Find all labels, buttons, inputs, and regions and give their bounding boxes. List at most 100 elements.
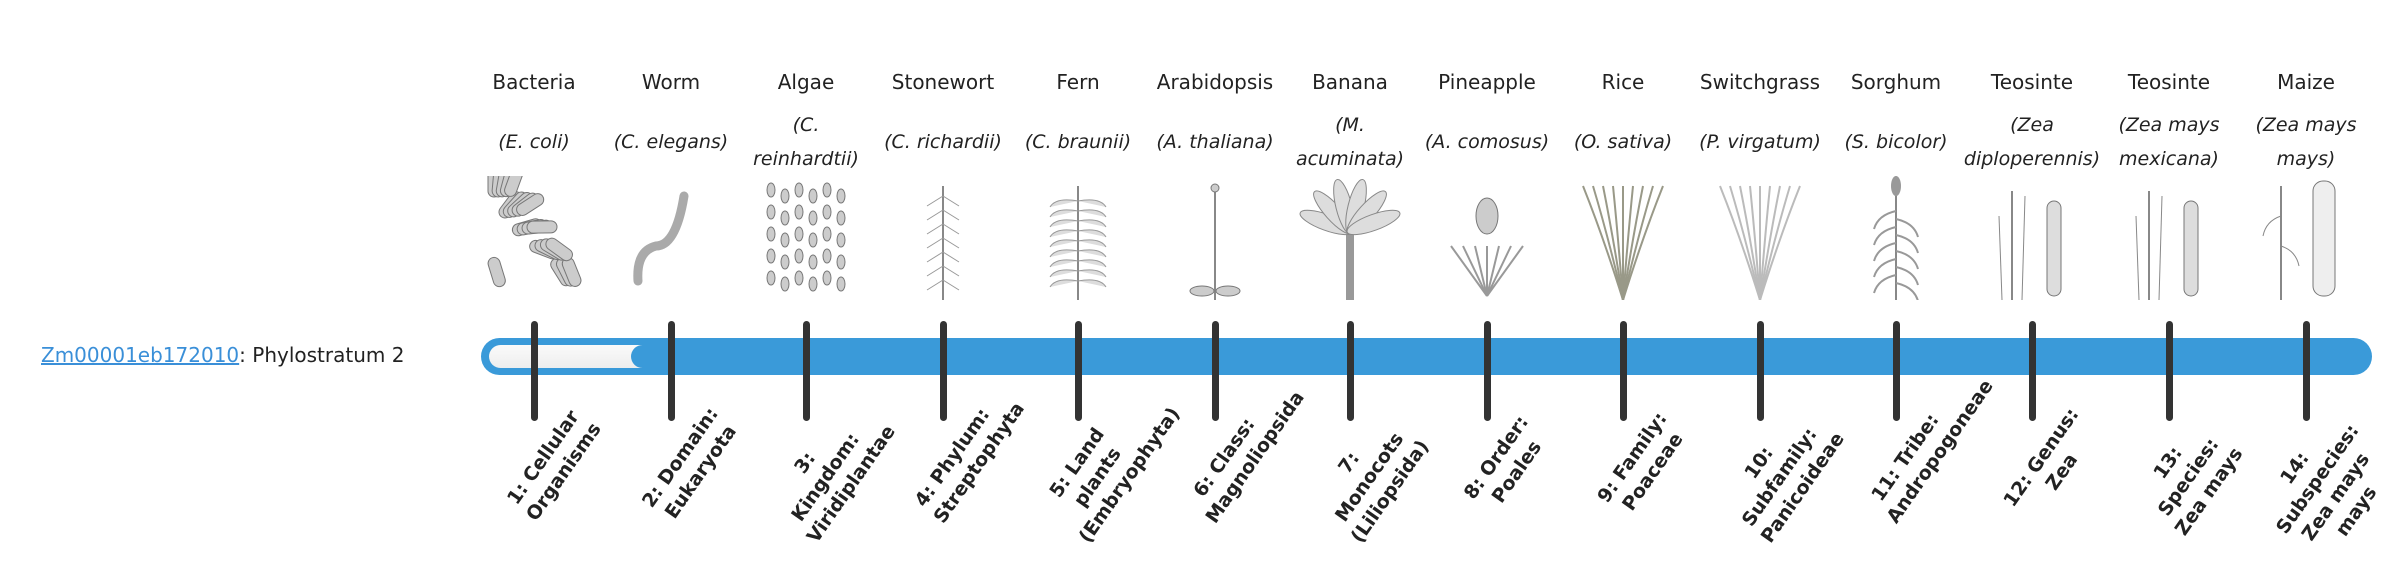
bacteria-icon	[479, 166, 589, 300]
stratum-tick	[1212, 321, 1219, 421]
species-text: (A. thaliana)	[1156, 131, 1274, 153]
organism-species-name: (C. braunii)	[1012, 102, 1144, 182]
pineapple-icon	[1432, 176, 1542, 300]
stratum-level-label: 4: Phylum: Streptophyta	[910, 398, 1029, 528]
species-text: (M. acuminata)	[1295, 114, 1405, 170]
gene-row-label: Zm00001eb172010: Phylostratum 2	[41, 340, 404, 370]
teosinte-icon	[2114, 176, 2224, 301]
organism-species-name: (A. thaliana)	[1149, 102, 1281, 182]
separator: :	[239, 343, 253, 367]
stratum-level-label: 1: Cellular Organisms	[502, 406, 606, 526]
phylostratum-bar-empty-segment	[489, 345, 647, 368]
organism-species-name: (C. elegans)	[605, 102, 737, 182]
stratum-tick	[2166, 321, 2173, 421]
organism-species-name: (P. virgatum)	[1694, 102, 1826, 182]
sorghum-icon	[1841, 176, 1951, 302]
organism-common-name: Bacteria	[492, 70, 576, 94]
species-text: (O. sativa)	[1573, 131, 1673, 153]
stratum-tick	[1757, 321, 1764, 421]
organism-common-name: Rice	[1601, 70, 1645, 94]
organism-common-name: Pineapple	[1438, 70, 1536, 94]
teosinte-icon	[1977, 176, 2087, 301]
organism-common-name: Algae	[777, 70, 835, 94]
organism-species-name: (A. comosus)	[1421, 102, 1553, 182]
stratum-tick	[1347, 321, 1354, 421]
organism-species-name: (M. acuminata)	[1284, 102, 1416, 182]
arabidopsis-icon	[1160, 176, 1270, 300]
organism-common-name: Teosinte	[1990, 70, 2074, 94]
organism-species-name: (Zea mays mexicana)	[2103, 102, 2235, 182]
organism-column: Switchgrass (P. virgatum)	[1694, 62, 1826, 182]
stratum-tick	[940, 321, 947, 421]
species-text: (Zea mays mexicana)	[2118, 114, 2220, 170]
organism-column: Maize (Zea mays mays)	[2240, 62, 2372, 182]
algae-icon	[751, 176, 861, 300]
stratum-tick	[1620, 321, 1627, 421]
maize-icon	[2251, 176, 2361, 300]
stratum-level-label: 5: Land plants (Embryophyta)	[1045, 403, 1185, 548]
stratum-tick	[2303, 321, 2310, 421]
organism-common-name: Maize	[2277, 70, 2335, 94]
stratum-tick	[803, 321, 810, 421]
stratum-level-label: 6: Class: Magnoliopsida	[1189, 387, 1309, 528]
stratum-tick	[2029, 321, 2036, 421]
stratum-tick	[1484, 321, 1491, 421]
stratum-level-label: 10: Subfamily: Panicoideae	[1737, 423, 1849, 548]
species-text: (Zea mays mays)	[2255, 114, 2357, 170]
stratum-level-label: 12: Genus: Zea	[1999, 404, 2084, 512]
species-text: (C. richardii)	[884, 131, 1002, 153]
species-text: (P. virgatum)	[1699, 131, 1821, 153]
organism-species-name: (C. reinhardtii)	[740, 102, 872, 182]
stonewort-icon	[888, 176, 998, 300]
phylostratum-bar-fill-start	[631, 345, 661, 368]
organism-column: Teosinte (Zea diploperennis)	[1963, 62, 2101, 182]
organism-common-name: Fern	[1056, 70, 1100, 94]
phylostratum-label: Phylostratum 2	[252, 343, 405, 367]
species-text: (E. coli)	[498, 131, 570, 153]
organism-common-name: Arabidopsis	[1156, 70, 1274, 94]
organism-common-name: Worm	[641, 70, 701, 94]
stratum-level-label: 14: Subspecies: Zea mays mays	[2271, 420, 2382, 545]
stratum-level-label: 8: Order: Poales	[1459, 411, 1547, 508]
phylostratum-bar	[481, 338, 2372, 375]
organism-species-name: (E. coli)	[468, 102, 600, 182]
rice-icon	[1568, 176, 1678, 301]
organism-column: Arabidopsis (A. thaliana)	[1149, 62, 1281, 182]
organism-common-name: Stonewort	[891, 70, 995, 94]
organism-common-name: Teosinte	[2127, 70, 2211, 94]
species-text: (S. bicolor)	[1844, 131, 1948, 153]
stratum-level-label: 2: Domain: Eukaryota	[637, 403, 742, 523]
gene-id-link[interactable]: Zm00001eb172010	[41, 343, 240, 367]
organism-common-name: Sorghum	[1850, 70, 1942, 94]
organism-column: Pineapple (A. comosus)	[1421, 62, 1553, 182]
organism-common-name: Banana	[1312, 70, 1388, 94]
stratum-level-label: 3: Kingdom: Viridiplantae	[787, 421, 900, 548]
organism-column: Banana (M. acuminata)	[1284, 62, 1416, 182]
organism-column: Teosinte (Zea mays mexicana)	[2103, 62, 2235, 182]
species-text: (C. elegans)	[613, 131, 729, 153]
species-text: (A. comosus)	[1424, 131, 1550, 153]
stratum-level-label: 7: Monocots (Liliopsida)	[1330, 428, 1434, 547]
organism-species-name: (Zea diploperennis)	[1963, 102, 2101, 182]
organism-column: Sorghum (S. bicolor)	[1830, 62, 1962, 182]
organism-species-name: (O. sativa)	[1557, 102, 1689, 182]
organism-species-name: (C. richardii)	[877, 102, 1009, 182]
switchgrass-icon	[1705, 176, 1815, 301]
organism-species-name: (S. bicolor)	[1830, 102, 1962, 182]
stratum-level-label: 9: Family: Poaceae	[1593, 408, 1688, 515]
species-text: (Zea diploperennis)	[1963, 114, 2101, 170]
stratum-level-label: 13: Species: Zea mays	[2149, 434, 2248, 540]
organism-column: Bacteria (E. coli)	[468, 62, 600, 182]
stratum-tick	[1893, 321, 1900, 421]
species-text: (C. braunii)	[1024, 131, 1132, 153]
fern-icon	[1023, 176, 1133, 300]
species-text: (C. reinhardtii)	[753, 114, 859, 170]
organism-species-name: (Zea mays mays)	[2240, 102, 2372, 182]
organism-common-name: Switchgrass	[1699, 70, 1821, 94]
stratum-level-label: 11: Tribe: Andropogoneae	[1867, 375, 1998, 528]
organism-column: Worm (C. elegans)	[605, 62, 737, 182]
banana-icon	[1295, 176, 1405, 300]
organism-column: Stonewort (C. richardii)	[877, 62, 1009, 182]
worm-icon	[616, 176, 726, 300]
stratum-tick	[668, 321, 675, 421]
